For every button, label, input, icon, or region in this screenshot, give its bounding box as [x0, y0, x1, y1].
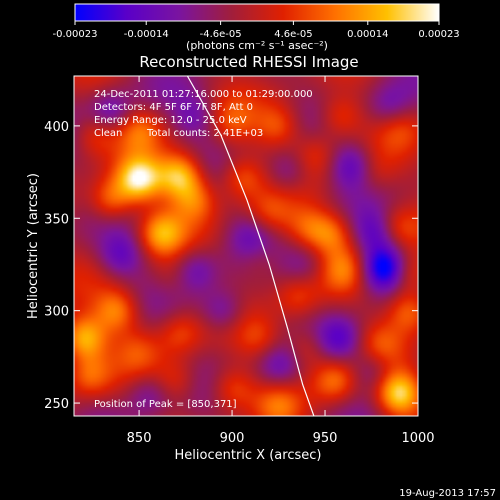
x-tick-label: 950 — [313, 431, 338, 446]
chart-title: Reconstructed RHESSI Image — [139, 53, 358, 71]
x-tick-label: 900 — [220, 431, 245, 446]
annotation-time-range: 24-Dec-2011 01:27:16.000 to 01:29:00.000 — [94, 89, 313, 100]
colorbar-tick-label: -0.00023 — [53, 29, 98, 40]
solar-limb-curve — [186, 76, 315, 416]
y-tick-label: 300 — [44, 305, 69, 320]
colorbar-ticks: -0.00023 -0.00014 -4.6e-05 4.6e-05 0.00014 0.… — [53, 21, 460, 40]
x-tick-label: 1000 — [401, 431, 434, 446]
x-axis-label: Heliocentric X (arcsec) — [175, 448, 322, 463]
y-tick-label: 400 — [44, 120, 69, 135]
colorbar-tick-label: -4.6e-05 — [200, 29, 242, 40]
y-tick-label: 350 — [44, 212, 69, 227]
y-tick-label: 250 — [44, 397, 69, 412]
colorbar-tick-label: -0.00014 — [124, 29, 169, 40]
footer-timestamp: 19-Aug-2013 17:57 — [399, 488, 496, 499]
annotation-clean: Clean — [94, 128, 122, 139]
heatmap-image — [74, 76, 418, 416]
heatmap-area — [73, 75, 419, 417]
annotation-detectors: Detectors: 4F 5F 6F 7F 8F, Att 0 — [94, 102, 253, 113]
colorbar: -0.00023 -0.00014 -4.6e-05 4.6e-05 0.00014 0.… — [53, 3, 460, 52]
annotation-energy-range: Energy Range: 12.0 - 25.0 keV — [94, 115, 247, 126]
colorbar-tick-label: 0.00023 — [418, 29, 459, 40]
plot-frame — [73, 75, 419, 417]
y-axis-label: Heliocentric Y (arcsec) — [26, 173, 41, 319]
y-axis: 250 300 350 400 — [44, 120, 418, 412]
colorbar-tick-label: 0.00014 — [347, 29, 388, 40]
annotation-peak-position: Position of Peak = [850,371] — [94, 399, 237, 410]
x-axis: 850 900 950 1000 — [127, 76, 435, 446]
colorbar-units: (photons cm⁻² s⁻¹ asec⁻²) — [186, 39, 328, 52]
annotation-block: 24-Dec-2011 01:27:16.000 to 01:29:00.000… — [94, 89, 313, 410]
annotation-total-counts: Total counts: 2.41E+03 — [146, 128, 263, 139]
x-tick-label: 850 — [127, 431, 152, 446]
colorbar-tick-label: 4.6e-05 — [274, 29, 312, 40]
colorbar-gradient — [74, 3, 440, 22]
